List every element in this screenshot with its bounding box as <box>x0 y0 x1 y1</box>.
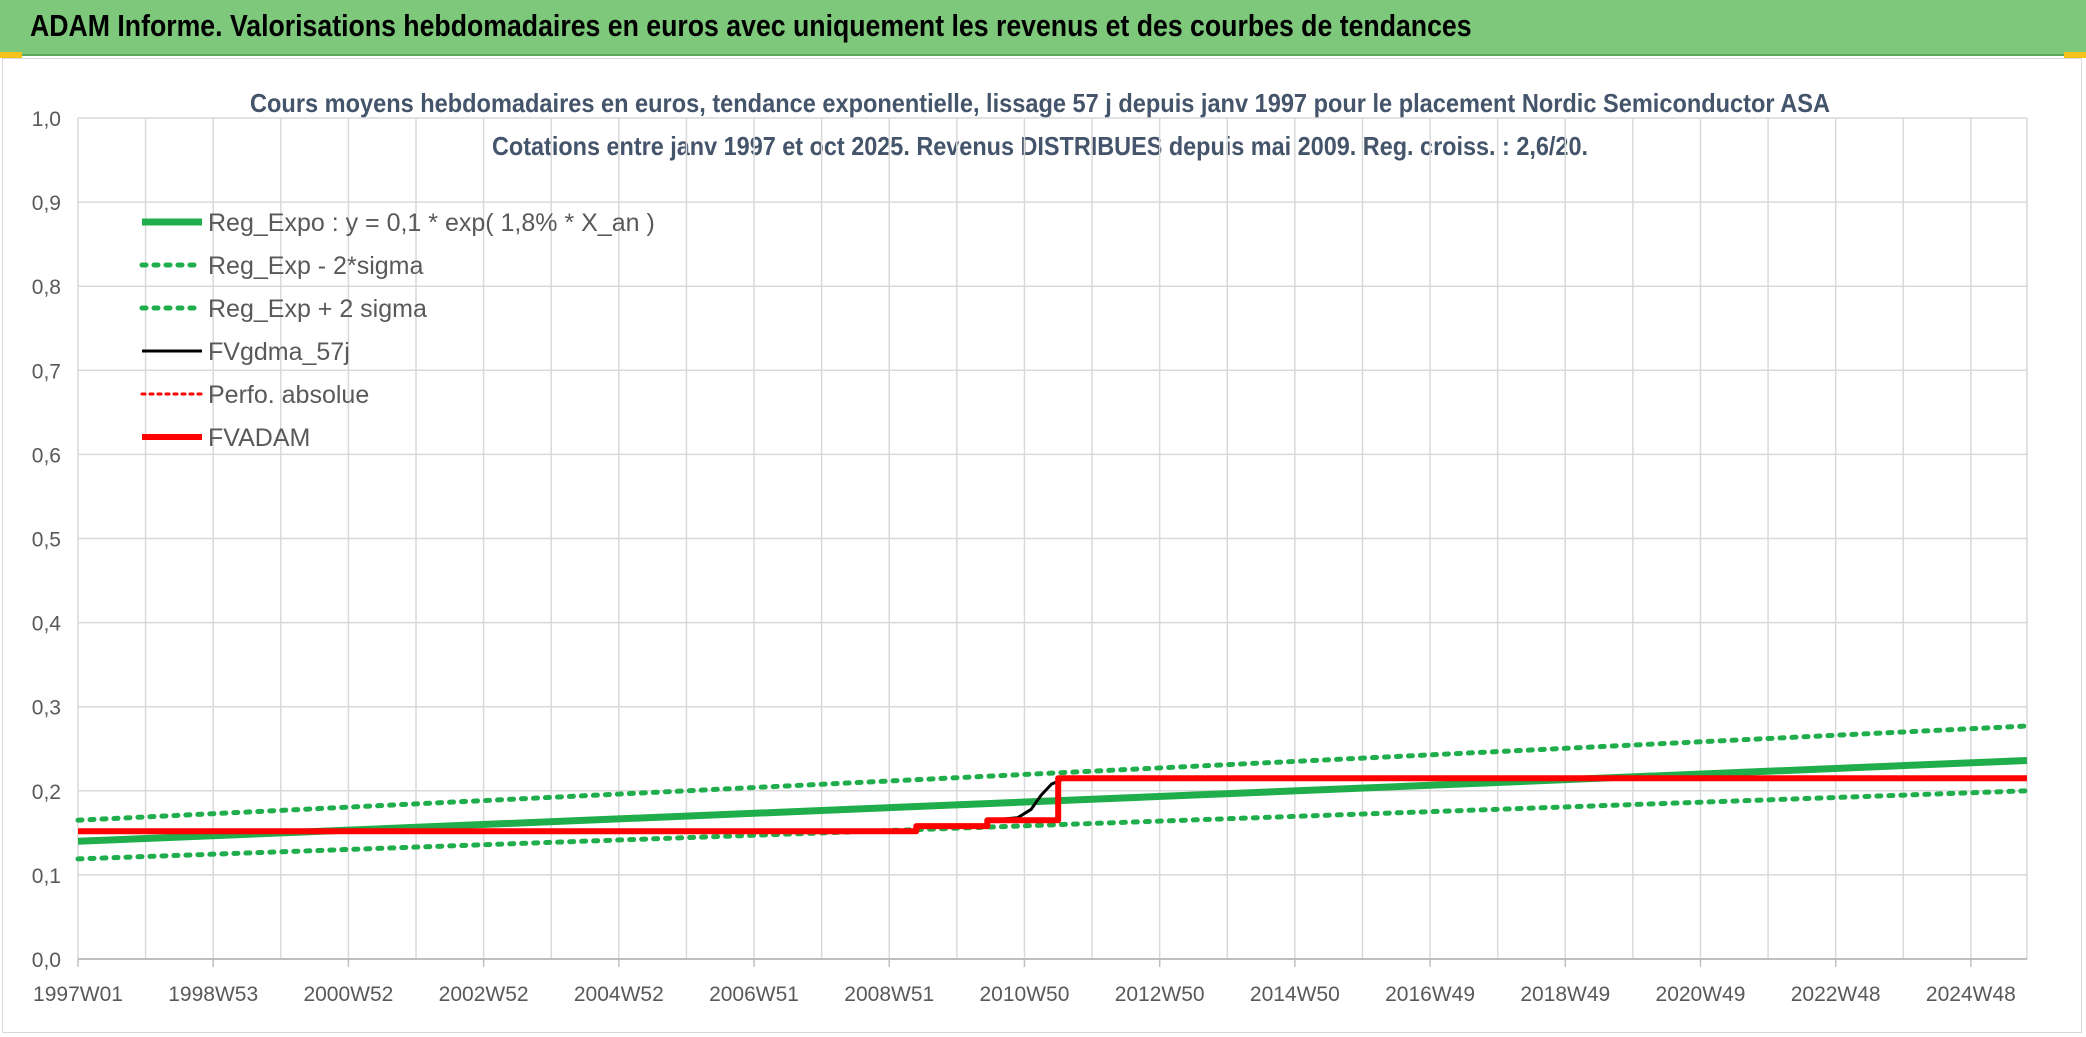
x-tick-label: 2020W49 <box>1656 983 1746 1006</box>
x-tick-label: 1998W53 <box>168 983 258 1006</box>
x-tick-label: 2002W52 <box>439 983 529 1006</box>
y-tick-label: 1,0 <box>32 108 61 131</box>
y-tick-label: 0,6 <box>32 444 61 467</box>
legend-label-5: FVADAM <box>208 424 310 452</box>
chart-title: Cours moyens hebdomadaires en euros, ten… <box>250 88 1830 118</box>
x-tick-label: 2018W49 <box>1520 983 1610 1006</box>
series-line-2 <box>75 723 2030 823</box>
y-tick-label: 0,9 <box>32 192 61 215</box>
y-tick-label: 0,8 <box>32 276 61 299</box>
x-tick-label: 1997W01 <box>33 983 123 1006</box>
x-tick-label: 2004W52 <box>574 983 664 1006</box>
axes: 0,0 0,1 0,2 0,3 0,4 0,5 0,6 0,7 0,8 0,9 1,0 1997W01… <box>32 108 2027 1006</box>
y-tick-label: 0,3 <box>32 697 61 720</box>
y-tick-label: 0,0 <box>32 949 61 972</box>
y-tick-label: 0,5 <box>32 529 61 552</box>
x-tick-label: 2008W51 <box>844 983 934 1006</box>
legend-label-0: Reg_Expo : y = 0,1 * exp( 1,8% * X_an ) <box>208 209 655 237</box>
x-tick-label: 2012W50 <box>1115 983 1205 1006</box>
series-line-1 <box>75 788 2030 862</box>
legend: Reg_Expo : y = 0,1 * exp( 1,8% * X_an ) R… <box>139 209 655 452</box>
y-tick-label: 0,7 <box>32 360 61 383</box>
y-tick-label: 0,4 <box>32 613 62 636</box>
legend-label-3: FVgdma_57j <box>208 338 350 366</box>
x-tick-label: 2006W51 <box>709 983 799 1006</box>
x-tick-label: 2024W48 <box>1926 983 2016 1006</box>
series-line-5 <box>78 775 2027 835</box>
chart-subtitle: Cotations entre janv 1997 et oct 2025. R… <box>492 131 1588 161</box>
corner-mark-right <box>2064 52 2086 58</box>
y-tick-label: 0,2 <box>32 781 61 804</box>
legend-label-2: Reg_Exp + 2 sigma <box>208 295 427 323</box>
x-tick-label: 2022W48 <box>1791 983 1881 1006</box>
x-tick-label: 2000W52 <box>303 983 393 1006</box>
chart-frame <box>2 58 2082 1033</box>
series <box>75 723 2030 862</box>
x-tick-label: 2016W49 <box>1385 983 1475 1006</box>
x-tick-label: 2010W50 <box>979 983 1069 1006</box>
grid <box>77 117 2028 960</box>
series-line-0 <box>77 757 2028 845</box>
page-title: ADAM Informe. Valorisations hebdomadaire… <box>30 8 1472 43</box>
y-tick-label: 0,1 <box>32 865 61 888</box>
x-tick-label: 2014W50 <box>1250 983 1340 1006</box>
corner-mark-left <box>0 52 22 58</box>
header-bar: ADAM Informe. Valorisations hebdomadaire… <box>0 0 2086 56</box>
legend-label-1: Reg_Exp - 2*sigma <box>208 252 423 280</box>
legend-label-4: Perfo. absolue <box>208 381 369 409</box>
